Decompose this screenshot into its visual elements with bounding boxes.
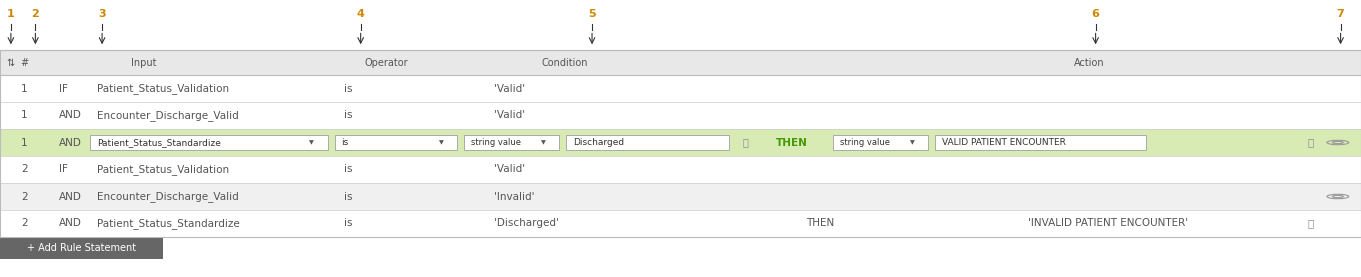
Bar: [0, 102, 1361, 129]
Text: IF: IF: [59, 165, 68, 175]
Text: 🗑: 🗑: [1308, 137, 1313, 147]
Text: Operator: Operator: [365, 58, 408, 68]
Text: 4: 4: [357, 9, 365, 19]
Text: ▼: ▼: [309, 140, 314, 145]
Text: 'Invalid': 'Invalid': [494, 191, 535, 201]
Text: THEN: THEN: [806, 219, 834, 229]
Text: 2: 2: [31, 9, 39, 19]
Text: 'INVALID PATIENT ENCOUNTER': 'INVALID PATIENT ENCOUNTER': [1028, 219, 1188, 229]
Text: AND: AND: [59, 111, 82, 120]
Text: Encounter_Discharge_Valid: Encounter_Discharge_Valid: [97, 110, 238, 121]
FancyBboxPatch shape: [833, 135, 928, 150]
Text: is: is: [342, 138, 348, 147]
Text: 'Valid': 'Valid': [494, 111, 525, 120]
Text: Patient_Status_Validation: Patient_Status_Validation: [97, 164, 229, 175]
Text: 7: 7: [1337, 9, 1345, 19]
Text: THEN: THEN: [776, 137, 807, 147]
Text: VALID PATIENT ENCOUNTER: VALID PATIENT ENCOUNTER: [942, 138, 1066, 147]
Text: Discharged: Discharged: [573, 138, 625, 147]
Text: Condition: Condition: [542, 58, 588, 68]
Text: IF: IF: [59, 83, 68, 94]
Text: 1: 1: [22, 111, 27, 120]
Text: string value: string value: [840, 138, 890, 147]
Text: 5: 5: [588, 9, 596, 19]
Text: 1: 1: [22, 83, 27, 94]
FancyBboxPatch shape: [335, 135, 457, 150]
Text: is: is: [344, 83, 352, 94]
Text: is: is: [344, 219, 352, 229]
Text: 'Valid': 'Valid': [494, 83, 525, 94]
Text: ▼: ▼: [438, 140, 444, 145]
Bar: [0, 129, 1361, 156]
Text: ▼: ▼: [909, 140, 915, 145]
Text: is: is: [344, 191, 352, 201]
Text: ⇅: ⇅: [7, 58, 15, 68]
Text: 6: 6: [1092, 9, 1100, 19]
Text: 🗑: 🗑: [743, 137, 749, 147]
Text: 2: 2: [22, 219, 27, 229]
Text: ▼: ▼: [540, 140, 546, 145]
Text: 'Discharged': 'Discharged': [494, 219, 559, 229]
Text: Patient_Status_Standardize: Patient_Status_Standardize: [97, 138, 220, 147]
FancyBboxPatch shape: [464, 135, 559, 150]
Text: is: is: [344, 165, 352, 175]
Bar: [0, 183, 1361, 210]
Text: Input: Input: [131, 58, 157, 68]
FancyBboxPatch shape: [90, 135, 328, 150]
Text: AND: AND: [59, 191, 82, 201]
Text: AND: AND: [59, 219, 82, 229]
Text: Encounter_Discharge_Valid: Encounter_Discharge_Valid: [97, 191, 238, 202]
FancyBboxPatch shape: [935, 135, 1146, 150]
Bar: [0, 210, 1361, 237]
Text: 3: 3: [98, 9, 106, 19]
Text: Patient_Status_Standardize: Patient_Status_Standardize: [97, 218, 240, 229]
Bar: [0, 75, 1361, 102]
Text: 2: 2: [22, 191, 27, 201]
Text: 1: 1: [22, 137, 27, 147]
Text: AND: AND: [59, 137, 82, 147]
FancyBboxPatch shape: [566, 135, 729, 150]
Text: Patient_Status_Validation: Patient_Status_Validation: [97, 83, 229, 94]
Text: is: is: [344, 111, 352, 120]
Text: Action: Action: [1074, 58, 1104, 68]
Text: 'Valid': 'Valid': [494, 165, 525, 175]
Text: + Add Rule Statement: + Add Rule Statement: [27, 243, 136, 253]
Text: 🗑: 🗑: [1308, 219, 1313, 229]
Bar: [0, 50, 1361, 75]
Bar: [0, 156, 1361, 183]
Text: 1: 1: [7, 9, 15, 19]
Bar: [0, 237, 163, 259]
Text: string value: string value: [471, 138, 521, 147]
Text: #: #: [20, 58, 29, 68]
Text: 2: 2: [22, 165, 27, 175]
